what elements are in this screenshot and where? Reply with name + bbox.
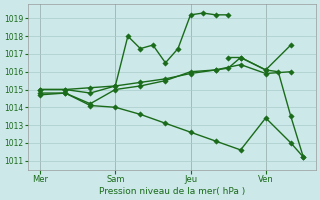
X-axis label: Pression niveau de la mer( hPa ): Pression niveau de la mer( hPa ) xyxy=(99,187,245,196)
